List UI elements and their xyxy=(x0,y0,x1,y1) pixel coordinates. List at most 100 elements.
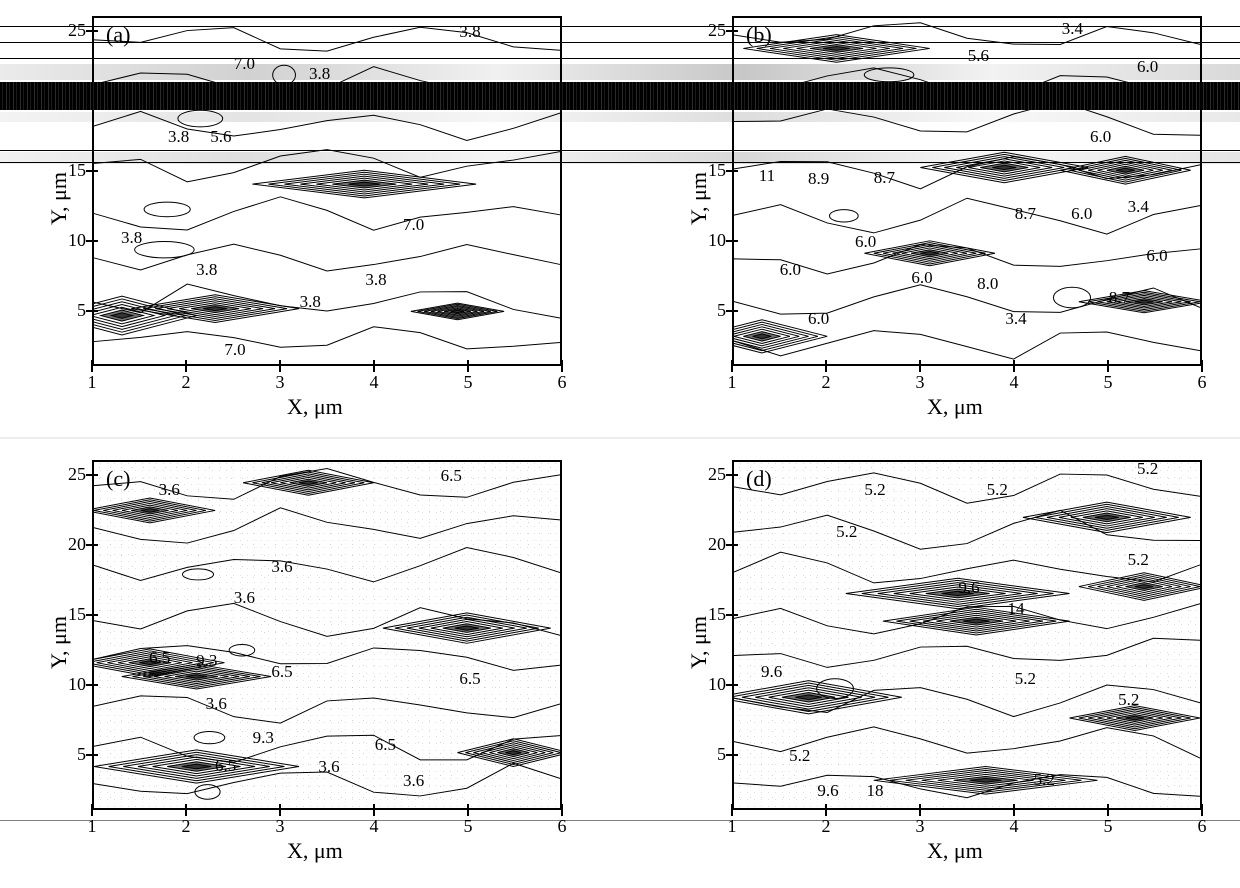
xtick-mark xyxy=(1107,810,1109,816)
x-axis-label: X, μm xyxy=(287,394,343,420)
xtick-label: 5 xyxy=(1104,816,1113,837)
contour-value-label: 3.6 xyxy=(205,694,228,714)
xtick-mark xyxy=(731,810,733,816)
panel-b: 3.45.66.06.0118.98.78.76.03.46.06.06.08.… xyxy=(660,10,1220,424)
contour-value-label: 5.2 xyxy=(986,480,1009,500)
xtick-label: 1 xyxy=(728,816,737,837)
contour-value-label: 9.3 xyxy=(195,651,218,671)
xtick-mark xyxy=(373,810,375,816)
xtick-label: 6 xyxy=(1198,372,1207,393)
xtick-mark xyxy=(91,366,93,372)
figure-grid: 3.87.03.83.85.67.03.83.83.83.87.0(a)5101… xyxy=(0,0,1240,888)
contour-lines xyxy=(94,462,560,808)
xtick-label: 3 xyxy=(916,816,925,837)
xtick-label: 2 xyxy=(182,372,191,393)
contour-value-label: 18 xyxy=(866,781,885,801)
contour-value-label: 3.6 xyxy=(317,757,340,777)
ytick-label: 20 xyxy=(56,90,86,111)
ytick-label: 20 xyxy=(696,534,726,555)
ytick-label: 20 xyxy=(696,90,726,111)
contour-value-label: 3.8 xyxy=(120,228,143,248)
contour-value-label: 8.0 xyxy=(976,274,999,294)
contour-value-label: 6.5 xyxy=(214,756,237,776)
y-axis-label: Y, μm xyxy=(46,172,72,225)
xtick-mark xyxy=(561,366,563,372)
contour-value-label: 7.0 xyxy=(233,54,256,74)
xtick-label: 2 xyxy=(822,816,831,837)
xtick-mark-inner xyxy=(1201,360,1203,366)
contour-value-label: 9.6 xyxy=(957,578,980,598)
contour-value-label: 3.6 xyxy=(158,480,181,500)
xtick-label: 4 xyxy=(1010,372,1019,393)
xtick-mark xyxy=(561,810,563,816)
panel-tag: (c) xyxy=(106,466,130,492)
xtick-mark xyxy=(1013,810,1015,816)
xtick-mark xyxy=(825,366,827,372)
contour-value-label: 6.0 xyxy=(1089,127,1112,147)
xtick-mark xyxy=(279,366,281,372)
xtick-label: 3 xyxy=(276,816,285,837)
contour-value-label: 3.6 xyxy=(233,588,256,608)
contour-value-label: 8.7 xyxy=(873,168,896,188)
contour-value-label: 6.5 xyxy=(148,648,171,668)
xtick-mark xyxy=(919,366,921,372)
xtick-label: 2 xyxy=(822,372,831,393)
contour-value-label: 6.5 xyxy=(270,662,293,682)
contour-value-label: 3.8 xyxy=(195,260,218,280)
contour-value-label: 11 xyxy=(758,166,776,186)
contour-value-label: 3.8 xyxy=(167,127,190,147)
panel-tag: (d) xyxy=(746,466,772,492)
contour-value-label: 6.0 xyxy=(779,260,802,280)
panel-a: 3.87.03.83.85.67.03.83.83.83.87.0(a)5101… xyxy=(20,10,580,424)
contour-value-label: 5.2 xyxy=(1117,690,1140,710)
y-axis-label: Y, μm xyxy=(46,616,72,669)
contour-value-label: 5.6 xyxy=(967,46,990,66)
contour-value-label: 8.7 xyxy=(1108,288,1131,308)
xtick-label: 4 xyxy=(1010,816,1019,837)
contour-value-label: 3.8 xyxy=(308,64,331,84)
xtick-mark xyxy=(467,810,469,816)
xtick-mark-inner xyxy=(1201,804,1203,810)
xtick-mark-inner xyxy=(561,804,563,810)
plot-area: 3.87.03.83.85.67.03.83.83.83.87.0 xyxy=(92,16,562,366)
plot-area: 3.66.53.63.66.59.36.53.66.59.36.56.53.63… xyxy=(92,460,562,810)
contour-value-label: 6.0 xyxy=(910,268,933,288)
contour-value-label: 5.2 xyxy=(1014,669,1037,689)
ytick-label: 25 xyxy=(696,20,726,41)
xtick-mark-inner xyxy=(561,360,563,366)
xtick-mark xyxy=(467,366,469,372)
panel-c: 3.66.53.63.66.59.36.53.66.59.36.56.53.63… xyxy=(20,454,580,868)
y-axis-label: Y, μm xyxy=(686,172,712,225)
ytick-label: 5 xyxy=(56,300,86,321)
ytick-label: 10 xyxy=(56,674,86,695)
y-axis-label: Y, μm xyxy=(686,616,712,669)
contour-value-label: 8.7 xyxy=(1014,204,1037,224)
contour-value-label: 9.6 xyxy=(760,662,783,682)
contour-value-label: 5.2 xyxy=(835,522,858,542)
contour-value-label: 6.0 xyxy=(1136,57,1159,77)
contour-value-label: 6.5 xyxy=(440,466,463,486)
xtick-label: 3 xyxy=(916,372,925,393)
xtick-label: 5 xyxy=(464,372,473,393)
ytick-label: 10 xyxy=(696,674,726,695)
ytick-label: 5 xyxy=(696,744,726,765)
panel-tag: (b) xyxy=(746,22,772,48)
contour-value-label: 7.0 xyxy=(223,340,246,360)
xtick-mark xyxy=(1201,366,1203,372)
contour-value-label: 5.2 xyxy=(1136,460,1159,479)
ytick-label: 5 xyxy=(56,744,86,765)
contour-value-label: 3.6 xyxy=(402,771,425,791)
xtick-mark xyxy=(279,810,281,816)
xtick-label: 2 xyxy=(182,816,191,837)
x-axis-label: X, μm xyxy=(287,838,343,864)
contour-lines xyxy=(734,18,1200,364)
ytick-label: 10 xyxy=(696,230,726,251)
contour-value-label: 3.6 xyxy=(270,557,293,577)
xtick-label: 1 xyxy=(88,372,97,393)
xtick-mark xyxy=(185,366,187,372)
ytick-label: 20 xyxy=(56,534,86,555)
xtick-label: 4 xyxy=(370,372,379,393)
xtick-label: 6 xyxy=(558,372,567,393)
panel-d: 5.25.25.25.25.29.6149.65.25.25.29.6185.2… xyxy=(660,454,1220,868)
contour-value-label: 3.4 xyxy=(1127,197,1150,217)
